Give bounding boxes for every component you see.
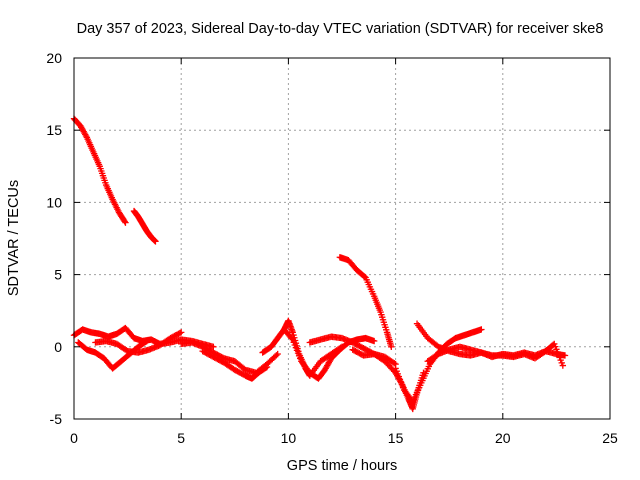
- series-arc-1: [70, 115, 129, 226]
- data-point: [370, 337, 378, 345]
- x-tick-labels: 0 5 10 15 20 25: [70, 430, 618, 446]
- data-point: [263, 363, 271, 371]
- chart-title: Day 357 of 2023, Sidereal Day-to-day VTE…: [77, 21, 604, 37]
- x-tick-label: 0: [70, 430, 78, 446]
- data-point: [262, 364, 270, 371]
- data-point: [121, 218, 128, 225]
- x-tick-label: 25: [602, 430, 618, 446]
- data-point: [143, 337, 151, 345]
- series-arc-3: [336, 254, 395, 350]
- data-point: [176, 329, 184, 337]
- x-tick-label: 10: [281, 430, 297, 446]
- series-arc-13: [392, 326, 485, 405]
- x-axis-label: GPS time / hours: [287, 458, 397, 474]
- data-point: [288, 335, 295, 342]
- data-point: [391, 360, 398, 367]
- y-tick-labels: -5 0 5 10 15 20: [46, 50, 62, 427]
- series-arc-5: [75, 337, 151, 372]
- y-tick-label: 15: [46, 122, 62, 138]
- data-point: [152, 238, 159, 245]
- data-point: [388, 343, 395, 350]
- axis-ticks: [73, 57, 611, 420]
- y-tick-label: 0: [54, 339, 62, 355]
- y-tick-label: 5: [54, 267, 62, 283]
- data-point: [273, 352, 280, 359]
- series-arc-2: [130, 207, 159, 245]
- y-tick-label: -5: [50, 411, 63, 427]
- data-point: [122, 219, 129, 226]
- data-point: [561, 352, 569, 359]
- y-tick-label: 10: [46, 194, 62, 210]
- data-point: [361, 273, 368, 280]
- grid-lines: [74, 58, 610, 419]
- data-point: [274, 350, 281, 358]
- x-tick-label: 20: [495, 430, 511, 446]
- y-axis-label: SDTVAR / TECUs: [6, 180, 22, 296]
- x-tick-label: 15: [388, 430, 404, 446]
- data-point: [178, 329, 185, 336]
- data-point: [210, 343, 217, 350]
- data-point: [478, 326, 485, 333]
- series-arc-15: [424, 340, 567, 369]
- y-tick-label: 20: [46, 50, 62, 66]
- series-arc-8: [199, 347, 271, 382]
- data-point: [142, 338, 150, 345]
- data-points: [70, 115, 569, 413]
- data-point: [559, 362, 567, 369]
- series-arc-6: [92, 329, 185, 356]
- x-tick-label: 5: [177, 430, 185, 446]
- series-arc-9: [259, 317, 346, 379]
- plot-frame: [73, 57, 611, 420]
- data-point: [82, 132, 90, 140]
